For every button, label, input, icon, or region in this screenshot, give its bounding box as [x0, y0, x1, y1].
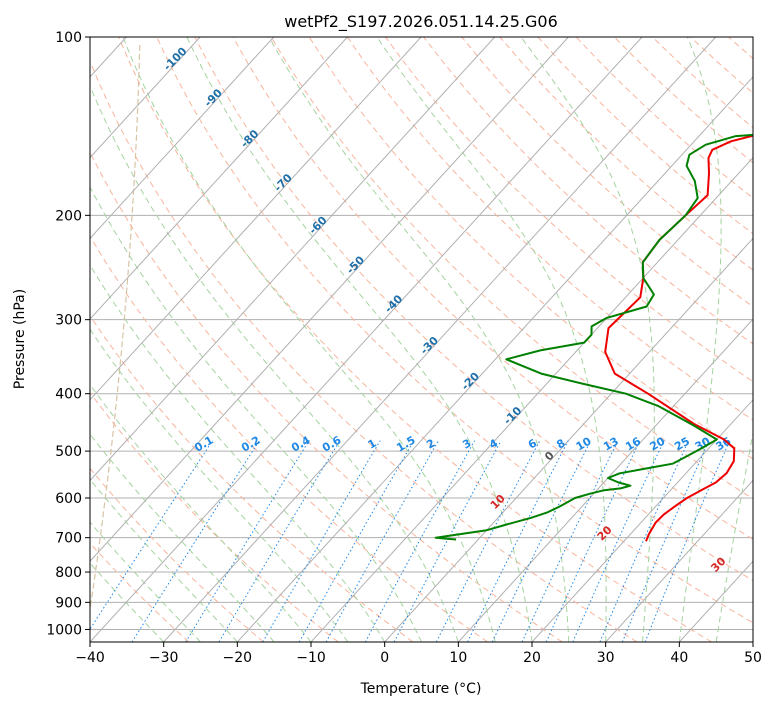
- dry-adiabat: [346, 37, 753, 421]
- x-tick-label: −30: [149, 650, 179, 666]
- mixing-ratio-line: [364, 440, 476, 642]
- x-tick-label: 10: [449, 650, 467, 666]
- mixing-ratio-line: [545, 440, 641, 642]
- isotherm: [605, 479, 753, 642]
- isotherm: [90, 37, 275, 240]
- moist-adiabat: [90, 84, 459, 642]
- moist-adiabat: [186, 37, 533, 642]
- dry-adiabat: [270, 37, 753, 500]
- isotherm: [163, 37, 717, 642]
- x-tick-label: −20: [223, 650, 253, 666]
- mixing-ratio-line: [325, 440, 440, 642]
- fan-curves: [90, 41, 141, 614]
- y-tick-label: 100: [55, 30, 82, 46]
- moist-adiabats: [90, 37, 753, 642]
- isotherm: [236, 76, 753, 642]
- moist-adiabat: [376, 37, 607, 642]
- mixing-ratio-line: [185, 440, 310, 642]
- moist-adiabat: [122, 37, 496, 642]
- isotherm: [531, 399, 753, 642]
- moist-adiabat: [90, 328, 349, 642]
- dry-adiabat: [194, 37, 753, 582]
- dry-adiabat: [90, 60, 638, 642]
- x-tick-label: −40: [75, 650, 105, 666]
- isotherms: [90, 37, 753, 642]
- dry-adiabat: [90, 235, 488, 642]
- dry-adiabat: [90, 467, 264, 642]
- dry-adiabat: [90, 151, 563, 642]
- y-axis-label: Pressure (hPa): [12, 289, 28, 389]
- plot-frame: [89, 36, 754, 643]
- y-tick-label: 200: [55, 208, 82, 224]
- y-tick-label: 1000: [46, 622, 82, 638]
- x-axis-label: Temperature (°C): [360, 681, 482, 697]
- fan-curve: [90, 41, 141, 614]
- x-tick-label: −10: [296, 650, 326, 666]
- mixing-ratio-line: [599, 440, 690, 642]
- mixing-ratio-line: [467, 440, 569, 642]
- mixing-ratio-line: [298, 440, 415, 642]
- x-tick-label: 50: [744, 650, 762, 666]
- isotherm: [90, 37, 569, 563]
- isotherm: [384, 237, 753, 642]
- y-tick-label: 800: [55, 565, 82, 581]
- moist-adiabat: [90, 264, 386, 642]
- isotherm: [90, 37, 348, 320]
- x-tick-label: 0: [380, 650, 389, 666]
- y-tick-label: 300: [55, 313, 82, 329]
- isotherm: [90, 37, 496, 482]
- isotherm: [90, 37, 201, 159]
- moist-adiabat: [520, 37, 655, 642]
- y-tick-label: 400: [55, 387, 82, 403]
- dry-adiabat: [90, 542, 190, 642]
- dry-adiabat: [118, 37, 712, 642]
- x-tick-label: 40: [670, 650, 688, 666]
- mixing-ratio-line: [218, 440, 341, 642]
- mixing-ratio-line: [491, 440, 592, 642]
- moist-adiabat: [90, 185, 422, 642]
- x-tick-label: 20: [523, 650, 541, 666]
- y-tick-label: 700: [55, 531, 82, 547]
- mixing-ratio-line: [262, 440, 381, 642]
- dry-adiabats: [90, 37, 753, 642]
- mixing-ratio-line: [90, 440, 214, 631]
- dry-adiabat: [308, 37, 753, 460]
- series-dewpoint: [434, 133, 753, 541]
- chart-title: wetPf2_S197.2026.051.14.25.G06: [284, 12, 558, 32]
- y-tick-label: 500: [55, 444, 82, 460]
- isotherm: [90, 37, 422, 401]
- isotherm: [90, 37, 643, 642]
- dry-adiabat: [156, 37, 753, 624]
- moist-adiabat: [678, 37, 722, 642]
- moist-adiabat: [715, 430, 753, 642]
- moist-adiabat: [268, 37, 570, 642]
- x-tick-label: 30: [597, 650, 615, 666]
- x-axis-ticks: −40 −30 −20 −10 0 10 20 30 40 50: [75, 642, 762, 666]
- mixing-ratio-line: [572, 440, 665, 642]
- mixing-ratio-line: [621, 440, 710, 642]
- data-series: [434, 133, 753, 542]
- dry-adiabat: [232, 37, 753, 540]
- mixing-ratio-line: [131, 440, 260, 642]
- y-axis-ticks: 100 200 300 400 500 600 700 800 900 1000: [46, 30, 90, 638]
- y-tick-label: 900: [55, 595, 82, 611]
- mixing-ratio-lines: [90, 440, 731, 642]
- isotherm: [457, 318, 753, 642]
- y-tick-label: 600: [55, 491, 82, 507]
